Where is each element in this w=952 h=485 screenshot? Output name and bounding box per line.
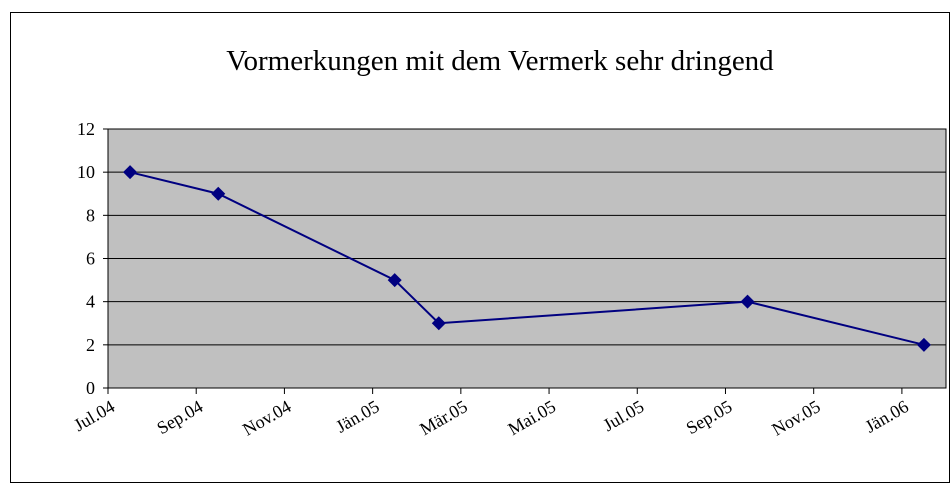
marker [211,186,226,201]
y-tick-label: 2 [86,335,95,355]
y-tick-label: 0 [86,378,95,398]
marker [123,165,138,180]
chart-title: Vormerkungen mit dem Vermerk sehr dringe… [226,45,774,77]
marker [387,273,402,288]
marker [916,337,931,352]
marker [431,316,446,331]
plot-border [107,128,947,389]
y-tick-label: 4 [86,292,95,312]
series-line [129,171,925,346]
y-tick-label: 10 [77,162,95,182]
marker [740,294,755,309]
y-tick-label: 6 [86,249,95,269]
y-tick-label: 12 [77,119,95,139]
y-tick-label: 8 [86,205,95,225]
